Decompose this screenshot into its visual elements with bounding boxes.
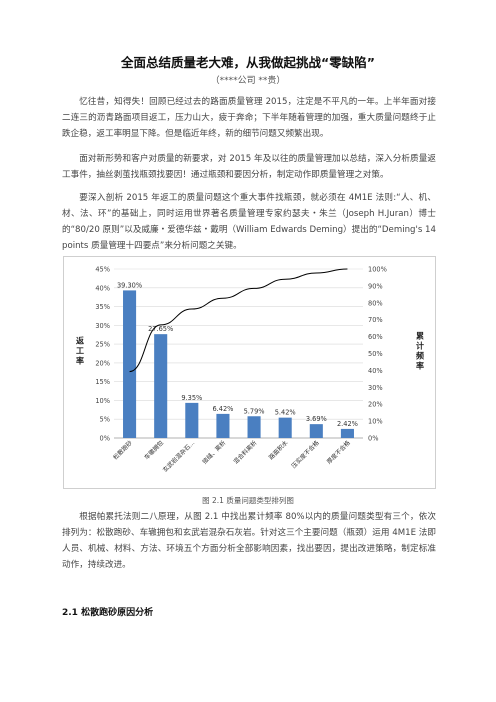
y-tick-label: 15% — [95, 378, 110, 386]
bar — [309, 424, 323, 438]
paragraph-3: 要深入剖析 2015 年返工的质量问题这个重大事件找瓶颈，就必须在 4M1E 法… — [62, 193, 436, 251]
bar — [154, 334, 168, 438]
y2-axis-title: 累计频率 — [416, 331, 424, 371]
data-label: 39.30% — [117, 281, 142, 289]
y-tick-label: 30% — [95, 322, 110, 330]
bar — [123, 290, 137, 438]
category-label: 路面积水 — [267, 439, 290, 462]
y-tick-label: 25% — [95, 341, 110, 349]
section-heading: 2.1 松散跑砂原因分析 — [62, 608, 154, 618]
pareto-chart: 0% 5% 10% 15% 20% 25% 30% 35% 40% 45% 0% 10% 20% 30% 4… — [63, 256, 436, 489]
paragraph-4: 根据帕累托法则二八原理，从图 2.1 中找出累计频率 80%以内的质量问题类型有… — [62, 512, 436, 570]
author-line: （****公司 **贵） — [210, 76, 286, 86]
data-label: 3.69% — [306, 415, 327, 423]
y2-tick-label: 100% — [368, 266, 387, 274]
y-axis-title: 返工率 — [76, 336, 84, 366]
pareto-chart-svg: 0% 5% 10% 15% 20% 25% 30% 35% 40% 45% 0% 10% 20% 30% 4… — [76, 266, 424, 474]
data-label: 6.42% — [212, 405, 233, 413]
data-label: 27.65% — [148, 325, 173, 333]
y-tick-label: 0% — [100, 435, 110, 443]
y2-tick-label: 60% — [368, 333, 383, 341]
paragraph-1: 忆往昔，知得失！回顾已经过去的路面质量管理 2015，注定是不平凡的一年。上半年… — [62, 97, 436, 139]
bar — [340, 428, 354, 438]
y2-tick-label: 0% — [368, 435, 378, 443]
bar — [278, 417, 292, 438]
bar — [185, 402, 199, 438]
y2-tick-label: 50% — [368, 350, 383, 358]
category-label: 压实度不合格 — [290, 439, 321, 470]
y2-tick-label: 90% — [368, 282, 383, 290]
y-tick-label: 5% — [100, 416, 110, 424]
category-label: 厚度不合格 — [325, 439, 352, 466]
data-label: 9.35% — [181, 394, 202, 402]
y-tick-label: 45% — [95, 266, 110, 274]
y-tick-label: 35% — [95, 303, 110, 311]
category-label: 混合料离析 — [232, 439, 259, 466]
y-tick-label: 10% — [95, 397, 110, 405]
y2-tick-label: 20% — [368, 401, 383, 409]
page-title: 全面总结质量老大难，从我做起挑战“零缺陷” — [121, 55, 375, 70]
category-label: 车辙拥包 — [142, 439, 165, 462]
category-label: 接缝、离析 — [200, 439, 227, 466]
y2-tick-label: 30% — [368, 384, 383, 392]
y-tick-label: 40% — [95, 284, 110, 292]
y2-tick-label: 80% — [368, 299, 383, 307]
figure-caption: 图 2.1 质量问题类型排列图 — [202, 496, 294, 505]
bar — [216, 413, 230, 438]
cumulative-line — [129, 268, 348, 373]
data-label: 5.79% — [244, 407, 265, 415]
paragraph-2: 面对新形势和客户对质量的新要求，对 2015 年及以往的质量管理加以总结，深入分… — [62, 154, 436, 180]
data-label: 2.42% — [337, 420, 358, 428]
category-label: 松散跑砂 — [111, 439, 134, 462]
data-label: 5.42% — [275, 409, 296, 417]
y-tick-label: 20% — [95, 359, 110, 367]
y2-tick-label: 10% — [368, 418, 383, 426]
y2-tick-label: 70% — [368, 316, 383, 324]
y2-tick-label: 40% — [368, 367, 383, 375]
bar — [247, 416, 261, 438]
category-label: 玄武岩混杂石... — [161, 439, 196, 474]
